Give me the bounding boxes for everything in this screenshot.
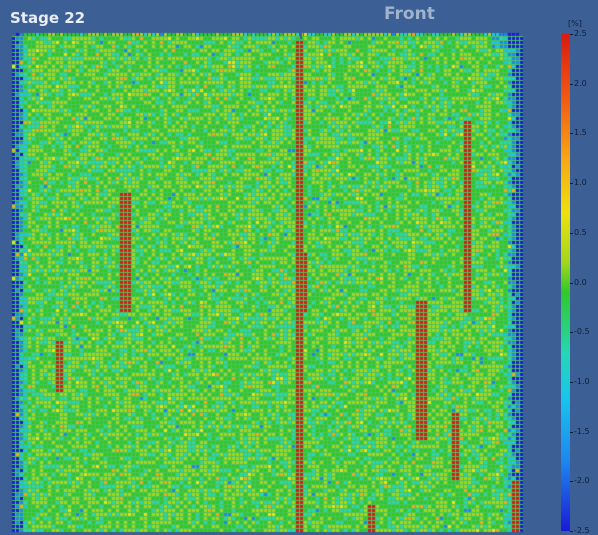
scale-tick-label: -1.0 (574, 376, 590, 386)
scale-tick-mark (570, 431, 573, 433)
scale-tick-mark (570, 282, 573, 284)
color-scale: [%] 2.5 2.0 1.5 1.0 0.5 0.0 -0.5 -1.0 -1.5 -2.0 -2… (556, 19, 598, 535)
scale-tick-mark (570, 481, 573, 483)
scale-tick-mark (570, 133, 573, 135)
scale-tick-mark (570, 531, 573, 532)
scale-tick-label: -1.5 (574, 426, 590, 436)
scale-tick-label: 2.5 (574, 29, 587, 38)
scale-tick-label: -2.0 (574, 476, 590, 486)
scale-gradient-bar (561, 34, 570, 531)
scale-tick-mark (570, 332, 573, 334)
scale-tick-label: 0.0 (574, 277, 587, 287)
scale-tick-mark (570, 83, 573, 85)
scale-tick-label: 1.5 (574, 128, 587, 138)
view-title: Front (384, 4, 435, 24)
scale-tick-label: 0.5 (574, 227, 587, 237)
scale-unit-label: [%] (568, 19, 582, 28)
scale-tick-label: 2.0 (574, 78, 587, 88)
scale-tick-mark (570, 183, 573, 185)
stage-label: Stage 22 (10, 9, 86, 27)
scale-tick-label: 1.0 (574, 178, 587, 188)
scale-tick-mark (570, 381, 573, 383)
strain-field-map[interactable] (0, 0, 556, 535)
scale-tick-label: -0.5 (574, 327, 590, 337)
scale-tick-mark (570, 34, 573, 35)
scale-tick-mark (570, 232, 573, 234)
scale-tick-label: -2.5 (574, 526, 590, 535)
